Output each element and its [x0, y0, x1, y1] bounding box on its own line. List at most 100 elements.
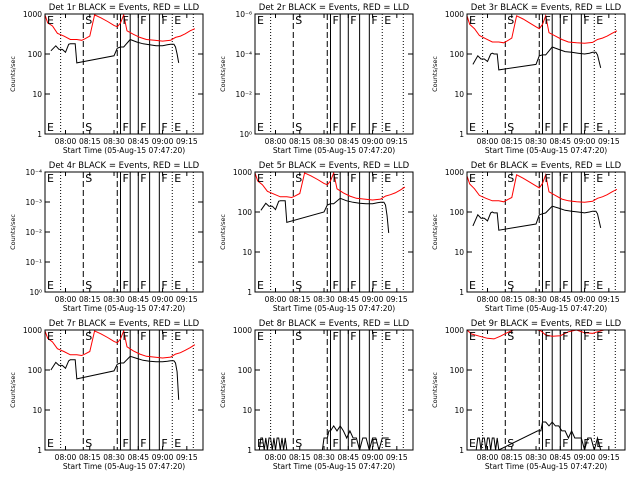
event-marker-label: S: [295, 279, 302, 292]
event-marker-label: S: [507, 121, 514, 134]
event-marker-label: F: [562, 14, 568, 27]
y-tick-label: 10⁰: [29, 288, 42, 297]
y-tick-label: 10⁻¹: [25, 258, 42, 267]
event-marker-label: E: [47, 14, 54, 27]
event-marker-label: E: [596, 279, 603, 292]
event-marker-label: F: [350, 437, 356, 450]
event-marker-label: F: [350, 14, 356, 27]
x-tick-label: 09:15: [176, 295, 198, 304]
y-tick-label: 1000: [233, 168, 252, 177]
y-tick-label: 1: [459, 130, 464, 139]
event-marker-label: F: [371, 437, 377, 450]
x-tick-label: 08:00: [265, 295, 287, 304]
event-marker-label: S: [85, 279, 92, 292]
y-tick-label: 10: [242, 406, 252, 415]
panel-title: Det 4r BLACK = Events, RED = LLD: [49, 161, 200, 171]
y-axis-label: Counts/sec: [219, 214, 227, 250]
event-marker-label: F: [122, 14, 128, 27]
event-marker-label: S: [85, 14, 92, 27]
panel-det-3r: Det 3r BLACK = Events, RED = LLDEESSFFFF…: [431, 3, 626, 155]
event-marker-label: F: [332, 330, 338, 343]
event-marker-label: F: [161, 172, 167, 185]
x-axis-label: Start Time (05-Aug-15 07:47:20): [63, 462, 185, 471]
event-marker-label: E: [596, 437, 603, 450]
event-marker-label: F: [544, 14, 550, 27]
y-tick-label: 100: [28, 366, 43, 375]
y-tick-label: 1000: [233, 326, 252, 335]
x-axis-label: Start Time (05-Aug-15 07:47:20): [485, 146, 607, 155]
x-tick-label: 08:30: [525, 453, 547, 462]
y-tick-label: 1000: [445, 326, 464, 335]
y-tick-label: 1000: [23, 10, 42, 19]
x-tick-label: 08:45: [127, 137, 149, 146]
x-tick-label: 08:45: [127, 453, 149, 462]
event-marker-label: E: [257, 172, 264, 185]
event-marker-label: F: [371, 279, 377, 292]
event-marker-label: F: [161, 14, 167, 27]
x-tick-label: 08:15: [289, 295, 311, 304]
event-marker-label: E: [174, 121, 181, 134]
x-tick-label: 08:30: [313, 295, 335, 304]
x-axis-label: Start Time (05-Aug-15 07:47:20): [273, 146, 395, 155]
panel-det-9r: Det 9r BLACK = Events, RED = LLDEESSFFFF…: [431, 319, 626, 471]
y-axis-label: Counts/sec: [431, 214, 439, 250]
event-marker-label: F: [562, 437, 568, 450]
y-axis-label: Counts/sec: [431, 372, 439, 408]
lld-series-line: [45, 330, 196, 359]
plot-frame: [254, 13, 414, 135]
event-marker-label: F: [562, 330, 568, 343]
plot-frame: [254, 329, 414, 451]
panel-det-4r: Det 4r BLACK = Events, RED = LLDEESSFFFF…: [9, 161, 204, 313]
x-tick-label: 08:45: [337, 453, 359, 462]
event-marker-label: E: [47, 172, 54, 185]
x-axis-label: Start Time (05-Aug-15 07:47:20): [63, 146, 185, 155]
event-marker-label: F: [140, 121, 146, 134]
event-marker-label: S: [85, 437, 92, 450]
x-tick-label: 08:15: [289, 137, 311, 146]
y-axis-label: Counts/sec: [219, 56, 227, 92]
x-axis-label: Start Time (05-Aug-15 07:47:20): [273, 304, 395, 313]
x-axis-label: Start Time (05-Aug-15 07:47:20): [485, 462, 607, 471]
x-tick-label: 08:15: [501, 137, 523, 146]
x-axis-label: Start Time (05-Aug-15 07:47:20): [485, 304, 607, 313]
event-marker-label: E: [384, 172, 391, 185]
event-marker-label: F: [332, 437, 338, 450]
x-tick-label: 08:00: [477, 453, 499, 462]
panel-title: Det 8r BLACK = Events, RED = LLD: [259, 319, 410, 329]
y-axis-label: Counts/sec: [219, 372, 227, 408]
event-marker-label: F: [122, 437, 128, 450]
lld-series-line: [467, 172, 618, 203]
y-axis-label: Counts/sec: [9, 372, 17, 408]
event-marker-label: F: [122, 172, 128, 185]
x-tick-label: 08:00: [55, 137, 77, 146]
event-marker-label: E: [174, 172, 181, 185]
x-tick-label: 09:00: [574, 453, 596, 462]
y-tick-label: 10⁻²: [235, 90, 252, 99]
x-axis-label: Start Time (05-Aug-15 07:47:20): [63, 304, 185, 313]
events-series-line: [475, 421, 602, 450]
event-marker-label: F: [544, 121, 550, 134]
x-tick-label: 08:30: [103, 295, 125, 304]
event-marker-label: F: [140, 279, 146, 292]
event-marker-label: E: [469, 330, 476, 343]
panel-det-2r: Det 2r BLACK = Events, RED = LLDEESSFFFF…: [219, 3, 414, 155]
event-marker-label: F: [332, 14, 338, 27]
y-tick-label: 100: [450, 366, 465, 375]
event-marker-label: F: [562, 121, 568, 134]
y-tick-label: 10: [242, 248, 252, 257]
event-marker-label: E: [469, 121, 476, 134]
y-tick-label: 1000: [23, 326, 42, 335]
y-tick-label: 10: [32, 406, 42, 415]
event-marker-label: E: [384, 279, 391, 292]
plot-frame: [254, 171, 414, 293]
x-axis-label: Start Time (05-Aug-15 07:47:20): [273, 462, 395, 471]
y-tick-label: 100: [238, 208, 253, 217]
event-marker-label: F: [332, 279, 338, 292]
event-marker-label: E: [47, 330, 54, 343]
x-tick-label: 08:30: [313, 453, 335, 462]
y-tick-label: 10⁻⁴: [25, 168, 42, 177]
x-tick-label: 09:15: [386, 295, 408, 304]
panel-title: Det 2r BLACK = Events, RED = LLD: [259, 3, 410, 13]
event-marker-label: F: [122, 121, 128, 134]
